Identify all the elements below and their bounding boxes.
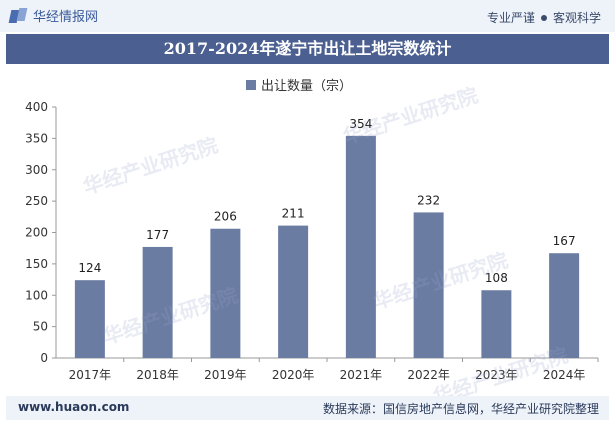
bar-value-label: 206 [214,210,237,224]
x-tick-label: 2024年 [543,368,586,382]
x-tick-label: 2018年 [136,368,179,382]
top-header-bar: 华经情报网 专业严谨 客观科学 [0,0,615,32]
y-tick-label: 150 [25,257,48,271]
slogan: 专业严谨 客观科学 [487,9,601,26]
bar-value-label: 177 [146,228,169,242]
footer-url-link[interactable]: www.huaon.com [18,400,130,414]
bar [413,212,444,358]
legend-swatch [246,79,256,90]
x-tick-label: 2020年 [272,368,315,382]
x-tick-label: 2022年 [407,368,450,382]
bar [345,135,376,358]
x-tick-label: 2023年 [475,368,518,382]
footer-source: 数据来源：国信房地产信息网，华经产业研究院整理 [322,402,599,416]
x-tick-label: 2021年 [340,368,383,382]
y-tick-label: 200 [25,226,48,240]
bar [74,280,105,358]
bullet-dot-icon [540,14,547,21]
y-tick-label: 250 [25,194,48,208]
y-tick-label: 400 [25,100,48,114]
chart-title-bar: 2017-2024年遂宁市出让土地宗数统计 [6,34,609,64]
bar [142,246,173,358]
y-tick-label: 50 [33,320,48,334]
bar [481,290,512,358]
bar-value-label: 211 [282,207,305,221]
slogan-right: 客观科学 [552,11,601,25]
brand[interactable]: 华经情报网 [8,6,99,25]
legend-label: 出让数量（宗） [261,79,353,94]
slogan-left: 专业严谨 [486,11,535,25]
bar [210,228,241,358]
bar [549,253,580,358]
y-tick-label: 300 [25,163,48,177]
bar-value-label: 167 [553,234,576,248]
y-tick-label: 350 [25,131,48,145]
chart-legend: 出让数量（宗） [246,75,352,94]
y-tick-label: 0 [40,351,48,365]
x-tick-label: 2019年 [204,368,247,382]
footer-bar: www.huaon.com 数据来源：国信房地产信息网，华经产业研究院整理 [6,396,609,420]
brand-name: 华经情报网 [33,10,99,25]
bar [278,225,309,358]
x-tick-label: 2017年 [69,368,112,382]
bar-value-label: 232 [417,193,440,207]
bar-value-label: 108 [485,271,508,285]
bar-value-label: 354 [349,117,372,131]
chart-title: 2017-2024年遂宁市出让土地宗数统计 [163,39,452,58]
bar-value-label: 124 [78,261,101,275]
y-tick-label: 100 [25,288,48,302]
